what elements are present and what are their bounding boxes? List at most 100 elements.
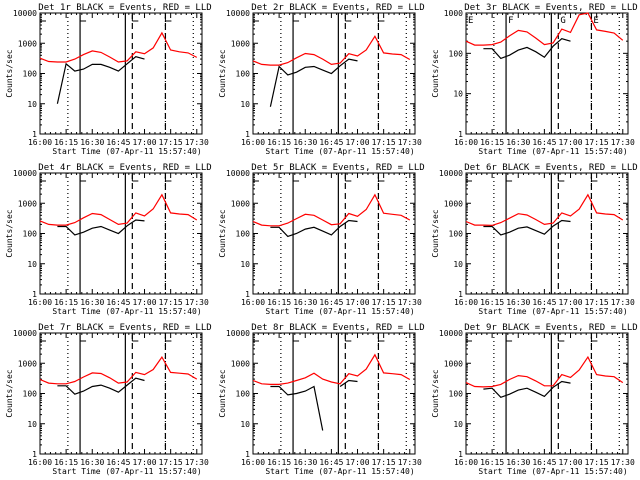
x-tick-label: 16:15 bbox=[54, 138, 78, 147]
y-axis-label: Counts/sec bbox=[431, 369, 440, 417]
state-bracket bbox=[164, 335, 172, 342]
y-tick-label: 10000 bbox=[226, 329, 250, 338]
y-tick-label: 1000 bbox=[444, 9, 463, 18]
lld-series-line bbox=[39, 355, 198, 385]
x-tick-label: 17:00 bbox=[132, 298, 156, 307]
x-tick-label: 16:00 bbox=[241, 298, 265, 307]
lld-series-line bbox=[252, 353, 411, 385]
y-tick-label: 1000 bbox=[231, 39, 250, 48]
x-tick-label: 16:15 bbox=[480, 298, 504, 307]
state-bracket bbox=[377, 15, 385, 22]
x-tick-label: 16:00 bbox=[454, 138, 478, 147]
plot-frame bbox=[252, 332, 416, 455]
lld-series-line bbox=[465, 355, 624, 388]
y-tick-label: 10 bbox=[240, 100, 250, 109]
x-tick-label: 16:30 bbox=[80, 458, 104, 467]
y-tick-label: 1000 bbox=[444, 199, 463, 208]
y-tick-label: 10000 bbox=[226, 169, 250, 178]
x-tick-label: 16:15 bbox=[54, 298, 78, 307]
lld-series-line bbox=[39, 193, 198, 226]
x-tick-label: 17:15 bbox=[159, 458, 183, 467]
x-tick-label: 17:00 bbox=[558, 298, 582, 307]
x-tick-label: 17:30 bbox=[185, 458, 209, 467]
x-tick-label: 16:15 bbox=[267, 298, 291, 307]
y-tick-label: 100 bbox=[236, 70, 251, 79]
state-bracket bbox=[505, 335, 513, 342]
state-bracket bbox=[344, 15, 352, 22]
state-bracket bbox=[344, 175, 352, 182]
events-series-line bbox=[57, 57, 170, 104]
y-tick-label: 1 bbox=[458, 450, 463, 459]
x-tick-label: 17:00 bbox=[558, 138, 582, 147]
y-tick-label: 100 bbox=[23, 70, 38, 79]
x-tick-label: 17:00 bbox=[132, 138, 156, 147]
x-tick-label: 16:30 bbox=[506, 298, 530, 307]
y-tick-label: 1 bbox=[32, 290, 37, 299]
y-tick-label: 10 bbox=[453, 260, 463, 269]
x-tick-label: 17:15 bbox=[372, 298, 396, 307]
state-bracket bbox=[557, 335, 565, 342]
state-bracket bbox=[39, 335, 46, 342]
panel-title: Det 6r BLACK = Events, RED = LLD bbox=[464, 163, 637, 173]
y-tick-label: 10 bbox=[453, 90, 463, 99]
y-tick-label: 1 bbox=[32, 450, 37, 459]
y-tick-label: 1000 bbox=[18, 199, 37, 208]
x-tick-label: 16:30 bbox=[80, 298, 104, 307]
state-bracket bbox=[79, 15, 87, 22]
panel-title: Det 9r BLACK = Events, RED = LLD bbox=[464, 323, 637, 333]
panel-7: Det 7r BLACK = Events, RED = LLD 1 10 100 10… bbox=[5, 323, 212, 476]
y-tick-label: 100 bbox=[236, 230, 251, 239]
x-tick-label: 16:45 bbox=[319, 138, 343, 147]
x-tick-label: 17:15 bbox=[372, 138, 396, 147]
state-bracket bbox=[252, 175, 259, 182]
attenuator-state-label: F bbox=[508, 16, 513, 26]
panel-4: Det 4r BLACK = Events, RED = LLD 1 10 100 10… bbox=[5, 163, 212, 316]
x-tick-label: 17:00 bbox=[345, 298, 369, 307]
y-tick-label: 10 bbox=[240, 260, 250, 269]
panel-title: Det 3r BLACK = Events, RED = LLD bbox=[464, 3, 637, 13]
x-tick-label: 17:15 bbox=[585, 458, 609, 467]
state-bracket bbox=[377, 335, 385, 342]
x-tick-label: 16:00 bbox=[28, 458, 52, 467]
x-tick-label: 17:15 bbox=[585, 138, 609, 147]
state-bracket bbox=[131, 175, 139, 182]
y-tick-label: 10000 bbox=[13, 329, 37, 338]
lld-series-line bbox=[39, 31, 198, 63]
panel-2: Det 2r BLACK = Events, RED = LLD 1 10 100 10… bbox=[218, 3, 425, 156]
y-axis-label: Counts/sec bbox=[5, 209, 14, 257]
x-tick-label: 17:00 bbox=[345, 138, 369, 147]
y-tick-label: 100 bbox=[449, 49, 464, 58]
y-axis-label: Counts/sec bbox=[5, 369, 14, 417]
state-bracket bbox=[131, 15, 139, 22]
y-tick-label: 1 bbox=[458, 290, 463, 299]
panel-title: Det 4r BLACK = Events, RED = LLD bbox=[38, 163, 211, 173]
state-bracket bbox=[377, 175, 385, 182]
y-tick-label: 100 bbox=[449, 230, 464, 239]
y-tick-label: 10000 bbox=[439, 329, 463, 338]
x-axis-label: Start Time (07-Apr-11 15:57:40) bbox=[52, 467, 201, 476]
y-tick-label: 1000 bbox=[18, 39, 37, 48]
plot-frame bbox=[39, 332, 203, 455]
y-axis-label: Counts/sec bbox=[5, 49, 14, 97]
x-tick-label: 17:00 bbox=[132, 458, 156, 467]
y-tick-label: 10 bbox=[240, 420, 250, 429]
x-tick-label: 16:15 bbox=[267, 458, 291, 467]
state-bracket bbox=[465, 335, 472, 342]
state-bracket bbox=[252, 335, 259, 342]
x-tick-label: 16:45 bbox=[106, 138, 130, 147]
events-series-line bbox=[483, 382, 596, 433]
x-axis-label: Start Time (07-Apr-11 15:57:40) bbox=[265, 147, 414, 156]
lld-series-line bbox=[252, 35, 411, 66]
x-tick-label: 17:15 bbox=[159, 298, 183, 307]
y-tick-label: 10000 bbox=[226, 9, 250, 18]
y-tick-label: 10 bbox=[453, 420, 463, 429]
y-tick-label: 10000 bbox=[13, 9, 37, 18]
x-tick-label: 16:45 bbox=[106, 458, 130, 467]
x-tick-label: 16:00 bbox=[241, 458, 265, 467]
state-bracket bbox=[292, 335, 300, 342]
state-bracket bbox=[344, 335, 352, 342]
state-bracket bbox=[164, 15, 172, 22]
state-bracket bbox=[39, 175, 46, 182]
x-tick-label: 16:15 bbox=[480, 138, 504, 147]
state-bracket bbox=[79, 175, 87, 182]
